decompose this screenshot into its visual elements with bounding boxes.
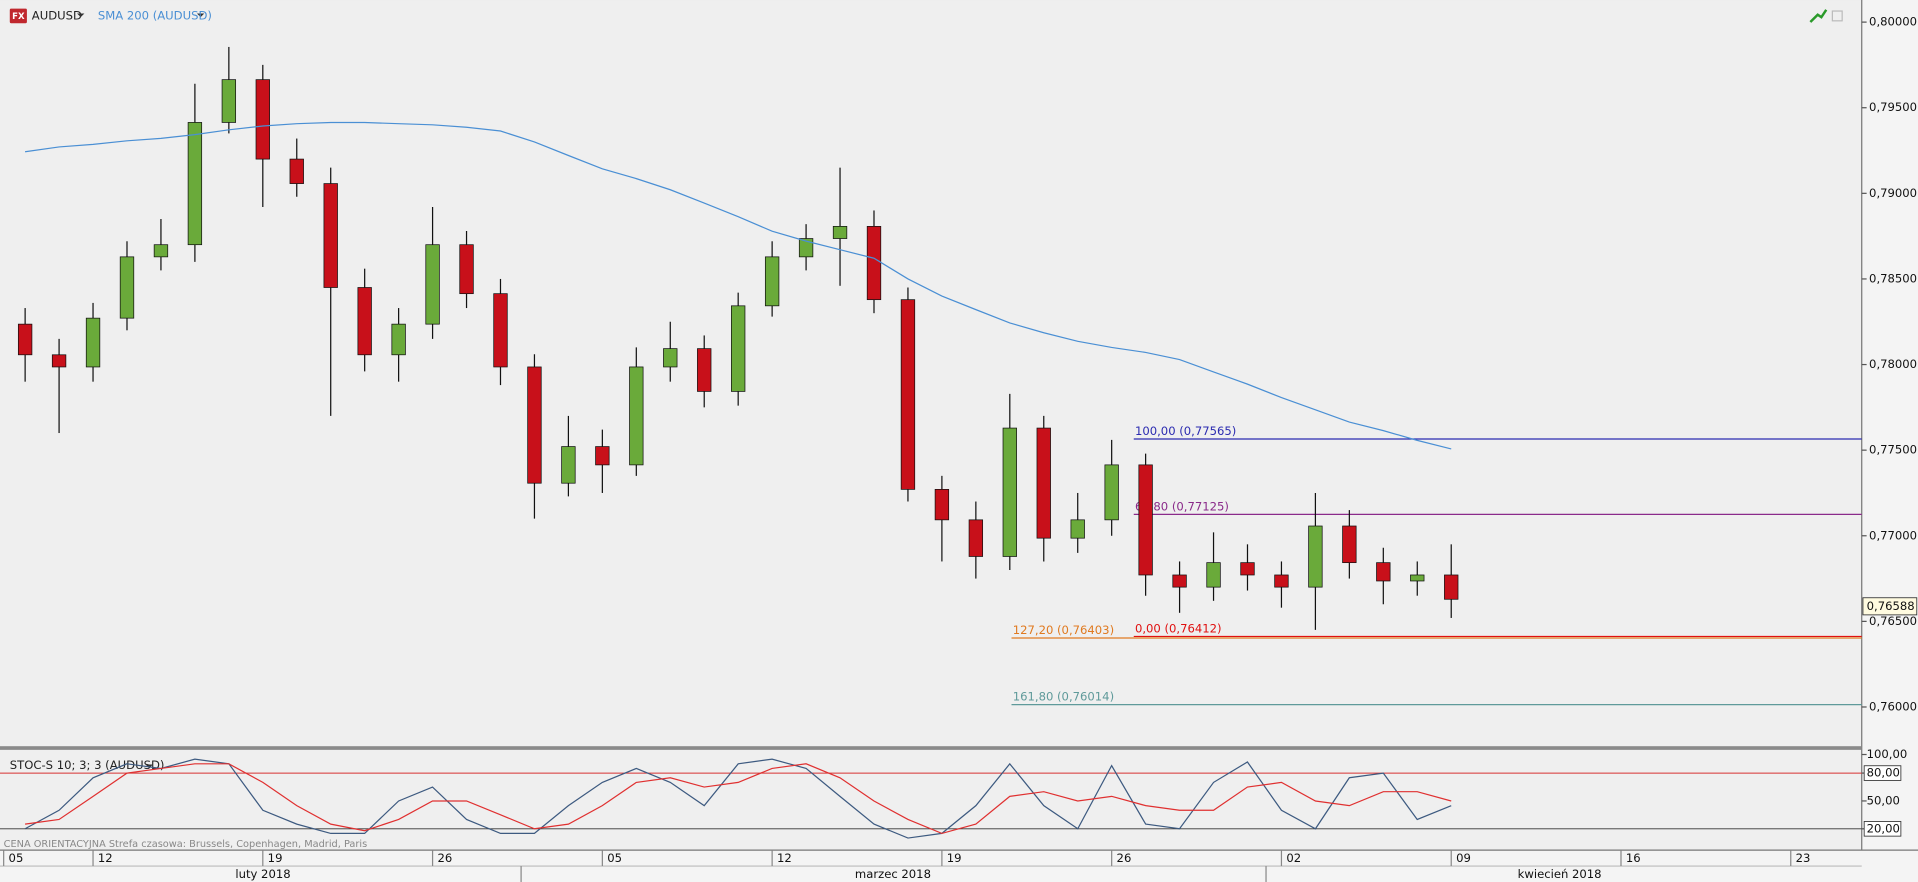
candle-body	[119, 256, 135, 319]
last-price-label: 0,76588	[1867, 599, 1915, 613]
candle-body	[85, 317, 101, 368]
y-tick-label: 20,00	[1867, 821, 1900, 835]
y-tick-label: 0,79000	[1869, 186, 1917, 200]
candle-body	[1104, 464, 1119, 521]
candle-body	[832, 226, 848, 239]
y-tick-label: 100,00	[1867, 747, 1908, 761]
x-tick-label: 12	[777, 851, 792, 865]
candle-body	[1410, 574, 1425, 582]
candle-body	[1070, 519, 1085, 539]
fib-label: 127,20 (0,76403)	[1013, 623, 1114, 637]
oscillator-line	[24, 758, 1452, 839]
candle-body	[697, 348, 712, 392]
y-tick-label: 0,79500	[1869, 100, 1917, 114]
candle-body	[629, 366, 644, 466]
sma-line	[24, 121, 1452, 450]
x-tick-label: 19	[947, 851, 962, 865]
price-axis-area	[1861, 0, 1918, 882]
y-tick-label: 0,77500	[1869, 443, 1917, 457]
candle-body	[153, 244, 169, 258]
candle-body	[866, 226, 882, 301]
candle-body	[1172, 574, 1187, 588]
candle-body	[595, 446, 610, 466]
candle-body	[900, 299, 916, 490]
candle-body	[425, 244, 440, 325]
candle-body	[1308, 525, 1323, 588]
x-tick-label: 02	[1286, 851, 1301, 865]
candle-body	[731, 305, 746, 392]
candle-body	[493, 293, 508, 368]
candle-body	[51, 354, 67, 368]
dropdown[interactable]	[196, 13, 205, 18]
tick-box	[1863, 821, 1902, 837]
candle-body	[1036, 427, 1051, 539]
candle-body	[1342, 525, 1357, 564]
indicator-title[interactable]: STOC-S 10; 3; 3 (AUDUSD)	[10, 758, 165, 772]
x-tick-label: 23	[1796, 851, 1811, 865]
badge-text: FX	[12, 12, 25, 22]
fib-label: 61,80 (0,77125)	[1135, 500, 1229, 514]
y-tick-label: 0,76500	[1869, 614, 1917, 628]
candle-body	[289, 158, 304, 184]
panel-divider	[0, 746, 1862, 750]
footnote: CENA ORIENTACYJNA Strefa czasowa: Brusse…	[4, 839, 368, 850]
candle-body	[17, 323, 33, 356]
candle-body	[1376, 562, 1391, 582]
candle-body	[187, 122, 203, 246]
x-tick-label: 16	[1626, 851, 1641, 865]
y-tick-label: 50,00	[1867, 793, 1900, 807]
candle-body	[527, 366, 542, 484]
x-tick-label: 09	[1456, 851, 1471, 865]
symbol[interactable]: AUDUSD	[32, 8, 82, 22]
legend-entry[interactable]: SMA 200 (AUDUSD)	[98, 8, 212, 22]
candle-body	[764, 256, 780, 307]
month-label: marzec 2018	[855, 867, 931, 881]
y-tick-label: 0,77000	[1869, 528, 1917, 542]
candle-body	[561, 446, 576, 484]
x-tick-label: 26	[437, 851, 452, 865]
dropdown[interactable]	[77, 13, 85, 18]
x-tick-label: 19	[268, 851, 283, 865]
candle-body	[1002, 427, 1017, 557]
candle-body	[459, 244, 474, 295]
candle-body	[663, 348, 678, 368]
month-label: luty 2018	[235, 867, 290, 881]
candle-body	[1240, 562, 1255, 576]
candle-body	[1274, 574, 1289, 588]
fib-label: 0,00 (0,76412)	[1135, 622, 1222, 636]
month-label: kwiecień 2018	[1518, 867, 1602, 881]
candle-body	[323, 183, 338, 288]
x-tick-label: 05	[607, 851, 622, 865]
x-tick-label: 26	[1117, 851, 1132, 865]
y-tick-label: 0,80000	[1869, 15, 1917, 29]
candle-body	[255, 79, 270, 160]
x-tick-label: 05	[9, 851, 24, 865]
y-tick-label: 0,78000	[1869, 357, 1917, 371]
candle-body	[221, 79, 237, 123]
candle-body	[934, 489, 950, 521]
x-tick-label: 12	[98, 851, 113, 865]
fib-label: 100,00 (0,77565)	[1135, 424, 1236, 438]
candle-body	[1138, 464, 1153, 576]
candle-body	[391, 323, 406, 356]
candle-body	[1444, 574, 1459, 600]
oscillator-line	[24, 763, 1452, 835]
window-icon[interactable]	[1831, 10, 1843, 22]
candle-body	[357, 287, 372, 356]
tick-box	[1863, 765, 1902, 781]
fib-label: 161,80 (0,76014)	[1013, 690, 1114, 704]
y-tick-label: 0,76000	[1869, 699, 1917, 713]
candle-body	[1206, 562, 1221, 588]
last-price-box	[1862, 597, 1918, 616]
candle-body	[798, 238, 814, 258]
y-tick-label: 0,78500	[1869, 271, 1917, 285]
badge	[9, 8, 27, 24]
candle-body	[968, 519, 984, 557]
y-tick-label: 80,00	[1867, 766, 1900, 780]
trend-icon[interactable]	[1809, 9, 1828, 23]
